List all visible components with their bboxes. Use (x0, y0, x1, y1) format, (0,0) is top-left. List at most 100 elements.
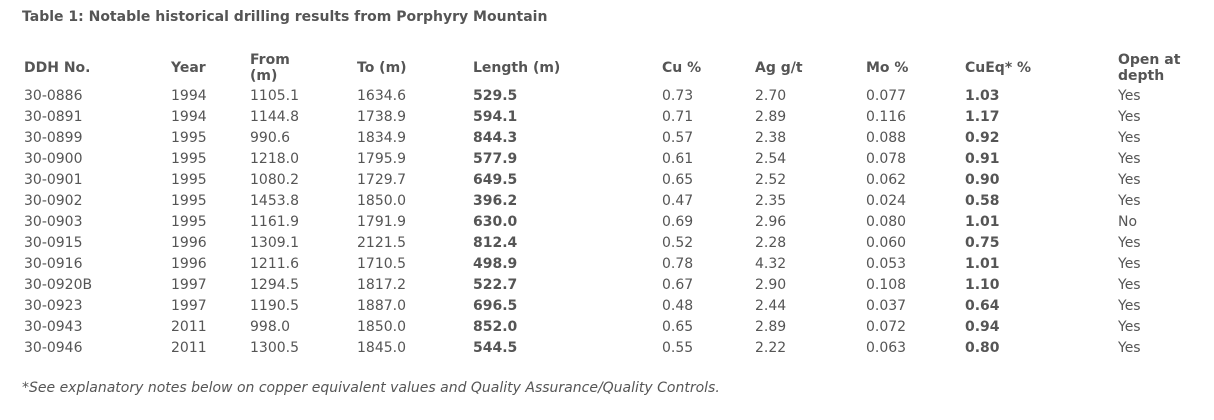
cell-to: 1791.9 (357, 214, 406, 230)
table-row: 30-0915 1996 1309.1 2121.5 812.4 0.52 2.28 0.06… (17, 233, 1197, 254)
table-row: 30-0899 1995 990.6 1834.9 844.3 0.57 2.38 0.088… (17, 128, 1197, 149)
cell-year: 1995 (171, 151, 207, 167)
cell-length: 522.7 (473, 277, 518, 293)
cell-mo: 0.072 (866, 319, 907, 335)
cell-cu: 0.65 (662, 319, 694, 335)
cell-cueq: 0.92 (965, 130, 1000, 146)
cell-from: 1218.0 (250, 151, 299, 167)
cell-ag: 2.54 (755, 151, 787, 167)
cell-open-at-depth: Yes (1118, 277, 1141, 293)
cell-mo: 0.062 (866, 172, 907, 188)
cell-from: 990.6 (250, 130, 291, 146)
table-row: 30-0923 1997 1190.5 1887.0 696.5 0.48 2.44 0.03… (17, 296, 1197, 317)
cell-ag: 2.89 (755, 319, 787, 335)
cell-to: 1845.0 (357, 340, 406, 356)
cell-year: 2011 (171, 340, 207, 356)
table-row: 30-0902 1995 1453.8 1850.0 396.2 0.47 2.35 0.02… (17, 191, 1197, 212)
cell-length: 844.3 (473, 130, 518, 146)
cell-mo: 0.080 (866, 214, 907, 230)
cell-year: 1995 (171, 214, 207, 230)
cell-to: 1738.9 (357, 109, 406, 125)
cell-to: 1729.7 (357, 172, 406, 188)
cell-to: 1834.9 (357, 130, 406, 146)
cell-length: 630.0 (473, 214, 518, 230)
cell-year: 1994 (171, 109, 207, 125)
cell-to: 1634.6 (357, 88, 406, 104)
cell-ag: 2.38 (755, 130, 787, 146)
cell-to: 2121.5 (357, 235, 406, 251)
cell-length: 812.4 (473, 235, 518, 251)
cell-ag: 2.90 (755, 277, 787, 293)
cell-to: 1850.0 (357, 193, 406, 209)
cell-ddh-no: 30-0943 (24, 319, 83, 335)
cell-mo: 0.078 (866, 151, 907, 167)
cell-ddh-no: 30-0891 (24, 109, 83, 125)
cell-length: 649.5 (473, 172, 518, 188)
cell-open-at-depth: Yes (1118, 193, 1141, 209)
cell-open-at-depth: Yes (1118, 109, 1141, 125)
cell-cueq: 1.01 (965, 214, 1000, 230)
cell-ddh-no: 30-0900 (24, 151, 83, 167)
cell-open-at-depth: No (1118, 214, 1138, 230)
cell-cu: 0.47 (662, 193, 694, 209)
cell-ddh-no: 30-0916 (24, 256, 83, 272)
table-row: 30-0946 2011 1300.5 1845.0 544.5 0.55 2.22 0.06… (17, 338, 1197, 359)
cell-year: 1996 (171, 256, 207, 272)
cell-mo: 0.053 (866, 256, 907, 272)
table-row: 30-0920B 1997 1294.5 1817.2 522.7 0.67 2.90 0.1… (17, 275, 1197, 296)
cell-year: 1995 (171, 172, 207, 188)
cell-cueq: 0.80 (965, 340, 1000, 356)
cell-cu: 0.55 (662, 340, 694, 356)
drilling-results-table: DDH No. Year From (m) To (m) Length (m) … (17, 49, 1197, 359)
cell-ag: 4.32 (755, 256, 787, 272)
cell-open-at-depth: Yes (1118, 235, 1141, 251)
cell-from: 998.0 (250, 319, 291, 335)
cell-length: 529.5 (473, 88, 518, 104)
header-ddh-no: DDH No. (24, 60, 91, 76)
cell-cu: 0.48 (662, 298, 694, 314)
cell-ag: 2.22 (755, 340, 787, 356)
cell-to: 1795.9 (357, 151, 406, 167)
header-open-at-depth: Open at depth (1118, 52, 1181, 84)
footnote: *See explanatory notes below on copper e… (22, 380, 720, 396)
cell-mo: 0.108 (866, 277, 907, 293)
cell-open-at-depth: Yes (1118, 130, 1141, 146)
header-cu: Cu % (662, 60, 702, 76)
table-row: 30-0900 1995 1218.0 1795.9 577.9 0.61 2.54 0.07… (17, 149, 1197, 170)
cell-cu: 0.69 (662, 214, 694, 230)
cell-ag: 2.35 (755, 193, 787, 209)
header-cueq: CuEq* % (965, 60, 1032, 76)
cell-cueq: 1.03 (965, 88, 1000, 104)
table-row: 30-0901 1995 1080.2 1729.7 649.5 0.65 2.52 0.06… (17, 170, 1197, 191)
cell-cu: 0.57 (662, 130, 694, 146)
cell-year: 1995 (171, 130, 207, 146)
cell-mo: 0.060 (866, 235, 907, 251)
cell-ddh-no: 30-0915 (24, 235, 83, 251)
cell-cueq: 1.01 (965, 256, 1000, 272)
cell-cueq: 0.91 (965, 151, 1000, 167)
cell-cueq: 0.94 (965, 319, 1000, 335)
cell-cueq: 0.75 (965, 235, 1000, 251)
cell-cu: 0.65 (662, 172, 694, 188)
cell-from: 1161.9 (250, 214, 299, 230)
cell-cueq: 0.64 (965, 298, 1000, 314)
table-row: 30-0903 1995 1161.9 1791.9 630.0 0.69 2.96 0.08… (17, 212, 1197, 233)
cell-mo: 0.116 (866, 109, 907, 125)
cell-to: 1710.5 (357, 256, 406, 272)
cell-to: 1887.0 (357, 298, 406, 314)
cell-cu: 0.73 (662, 88, 694, 104)
cell-length: 498.9 (473, 256, 518, 272)
cell-year: 1996 (171, 235, 207, 251)
cell-from: 1309.1 (250, 235, 299, 251)
cell-ag: 2.44 (755, 298, 787, 314)
cell-from: 1190.5 (250, 298, 299, 314)
cell-cueq: 1.17 (965, 109, 1000, 125)
cell-length: 696.5 (473, 298, 518, 314)
cell-open-at-depth: Yes (1118, 151, 1141, 167)
table-header: DDH No. Year From (m) To (m) Length (m) … (17, 49, 1197, 86)
cell-mo: 0.024 (866, 193, 907, 209)
cell-open-at-depth: Yes (1118, 319, 1141, 335)
cell-cu: 0.78 (662, 256, 694, 272)
cell-ag: 2.96 (755, 214, 787, 230)
header-row: DDH No. Year From (m) To (m) Length (m) … (17, 49, 1197, 86)
